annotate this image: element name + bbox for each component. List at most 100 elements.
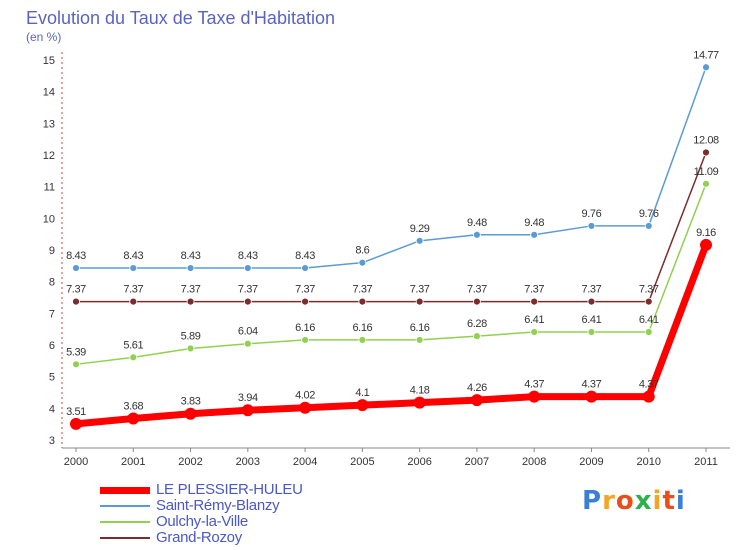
data-point (243, 339, 252, 348)
legend-item: Oulchy-la-Ville (100, 514, 303, 530)
data-point (530, 297, 539, 306)
y-tick-label: 11 (44, 182, 55, 194)
data-point (415, 336, 424, 344)
legend-swatch (100, 521, 150, 523)
data-point (644, 328, 653, 336)
data-point (587, 222, 596, 230)
x-tick-label: 2002 (178, 456, 202, 468)
series-line (76, 67, 707, 269)
data-labels: 8.43 8.43 8.43 8.43 8.43 8.6 9.29 9.48 9.48 9.76 9… (66, 49, 719, 418)
data-point (358, 336, 367, 344)
data-label: 7.37 (524, 284, 544, 296)
data-label: 5.89 (181, 330, 201, 342)
data-label: 4.1 (355, 387, 369, 399)
data-label: 7.37 (352, 284, 372, 296)
data-label: 7.37 (66, 284, 86, 296)
data-point (587, 297, 596, 306)
data-point (642, 390, 655, 403)
y-tick-label: 3 (49, 435, 55, 447)
data-point (415, 236, 424, 245)
legend-label: Grand-Rozoy (156, 529, 242, 546)
data-point (702, 63, 710, 72)
x-tick-label: 2008 (522, 456, 546, 468)
data-point (127, 412, 140, 425)
logo-letter: o (615, 486, 635, 516)
data-label: 4.37 (639, 379, 659, 391)
data-label: 5.61 (123, 339, 143, 351)
data-label: 6.16 (352, 322, 372, 334)
legend-swatch (100, 505, 150, 507)
y-tick-label: 5 (49, 372, 55, 384)
data-point (129, 353, 138, 362)
data-point (702, 179, 710, 188)
x-tick-label: 2006 (407, 456, 431, 468)
legend-item: Saint-Rémy-Blanzy (100, 498, 303, 514)
data-point (358, 258, 367, 267)
data-label: 7.37 (123, 284, 143, 296)
data-point (72, 297, 80, 306)
legend-label: Saint-Rémy-Blanzy (156, 497, 280, 514)
data-label: 6.41 (524, 314, 544, 326)
axes: 3 4 5 6 7 8 9 10 11 12 13 14 15 2000 2001 2002 2003 2004 2… (43, 52, 730, 468)
data-label: 4.18 (410, 385, 430, 397)
data-label: 11.09 (694, 166, 719, 178)
y-tick-label: 8 (49, 277, 55, 289)
x-tick-label: 2005 (350, 456, 374, 468)
data-label: 3.51 (66, 406, 86, 418)
data-point (585, 390, 598, 403)
data-label: 8.6 (355, 245, 369, 257)
data-point (70, 417, 82, 430)
data-point (184, 407, 197, 420)
data-label: 4.37 (524, 379, 544, 391)
data-label: 6.16 (410, 322, 430, 334)
x-tick-label: 2007 (465, 456, 489, 468)
data-point (413, 396, 426, 409)
data-label: 12.08 (693, 134, 719, 146)
data-point (301, 336, 309, 344)
data-point (301, 297, 309, 306)
data-point (241, 404, 254, 417)
chart-title: Evolution du Taux de Taxe d'Habitation (26, 8, 335, 28)
y-tick-label: 9 (49, 245, 55, 257)
legend-item: Grand-Rozoy (100, 530, 303, 546)
series-points (70, 63, 712, 430)
logo-letter: t (662, 486, 676, 516)
data-label: 3.83 (181, 396, 201, 408)
proxiti-logo: Proxiti (582, 486, 686, 516)
data-label: 7.37 (467, 284, 487, 296)
x-tick-label: 2004 (293, 456, 317, 468)
data-point (530, 328, 539, 336)
x-tick-label: 2010 (636, 456, 660, 468)
data-label: 9.48 (524, 217, 544, 229)
data-point (129, 264, 138, 272)
x-tick-label: 2000 (64, 456, 88, 468)
y-tick-label: 14 (43, 87, 55, 99)
data-point (186, 264, 195, 272)
series-line (76, 152, 707, 303)
y-tick-label: 7 (49, 308, 55, 320)
data-point (72, 264, 80, 272)
x-tick-label: 2003 (236, 456, 260, 468)
y-tick-label: 4 (49, 403, 55, 415)
data-label: 6.28 (467, 318, 487, 330)
data-label: 9.29 (410, 223, 430, 235)
data-label: 7.37 (181, 284, 201, 296)
data-point (243, 264, 252, 272)
data-label: 7.37 (410, 284, 430, 296)
data-label: 9.76 (639, 208, 659, 220)
data-label: 7.37 (639, 284, 659, 296)
data-label: 4.37 (582, 379, 602, 391)
legend-label: LE PLESSIER-HULEU (156, 481, 303, 498)
data-point (72, 360, 80, 369)
data-label: 8.43 (295, 250, 315, 262)
data-label: 8.43 (123, 250, 143, 262)
data-point (301, 264, 309, 272)
y-tick-label: 6 (49, 340, 55, 352)
series-line (75, 183, 707, 366)
logo-letter: r (602, 486, 616, 516)
logo-letter: i (652, 486, 663, 516)
data-point (473, 230, 481, 239)
logo-letter: x (634, 486, 653, 516)
data-point (528, 390, 541, 403)
